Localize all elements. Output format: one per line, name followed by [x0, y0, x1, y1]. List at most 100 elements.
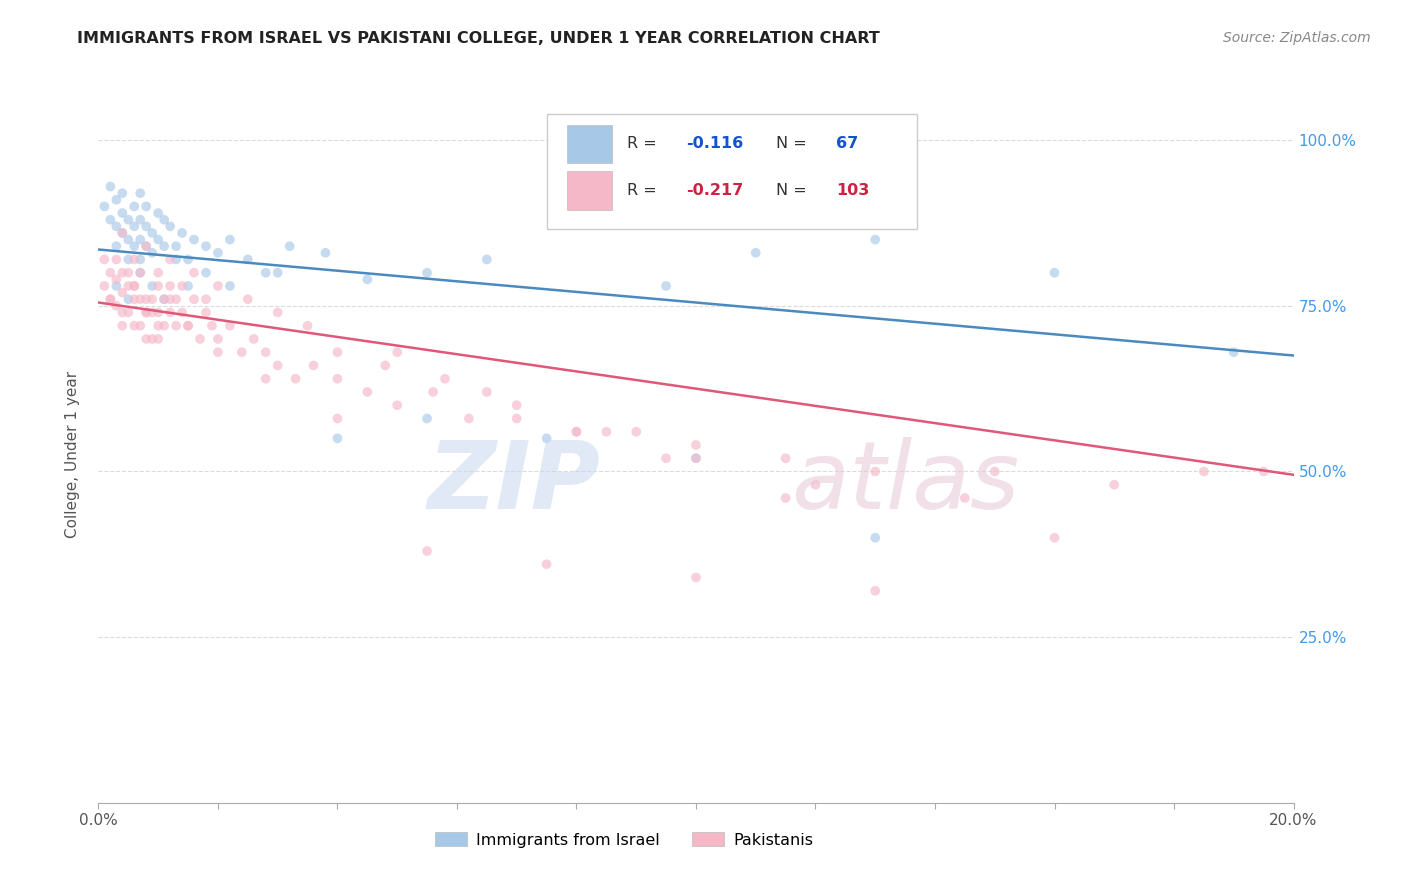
Point — [141, 226, 163, 240]
Point — [177, 279, 200, 293]
Point — [159, 252, 181, 267]
Point — [374, 359, 396, 373]
Point — [195, 305, 218, 319]
Point — [135, 292, 157, 306]
Point — [148, 318, 170, 333]
Point — [124, 318, 146, 333]
Point — [148, 206, 170, 220]
Point — [165, 239, 187, 253]
Point — [685, 570, 707, 584]
Point — [141, 332, 163, 346]
Point — [135, 239, 157, 253]
Point — [111, 305, 134, 319]
Point — [685, 451, 707, 466]
Point — [93, 252, 115, 267]
Point — [1223, 345, 1246, 359]
Point — [172, 226, 194, 240]
Point — [953, 491, 976, 505]
Point — [655, 279, 678, 293]
Point — [254, 345, 277, 359]
Point — [124, 219, 146, 234]
Point — [124, 252, 146, 267]
Point — [105, 193, 128, 207]
Point — [177, 318, 200, 333]
Point — [98, 292, 122, 306]
Point — [129, 186, 152, 201]
Point — [267, 359, 290, 373]
Text: R =: R = — [627, 183, 662, 198]
Point — [804, 477, 827, 491]
Text: -0.116: -0.116 — [686, 136, 744, 152]
Point — [165, 292, 187, 306]
Point — [416, 266, 439, 280]
Point — [1043, 266, 1066, 280]
Point — [626, 425, 648, 439]
Point — [385, 345, 409, 359]
Point — [565, 425, 588, 439]
Point — [595, 425, 617, 439]
Point — [129, 252, 152, 267]
Point — [326, 345, 349, 359]
Point — [236, 292, 259, 306]
Point — [148, 332, 170, 346]
Point — [105, 299, 128, 313]
Point — [111, 186, 134, 201]
Point — [124, 279, 146, 293]
Point — [865, 465, 887, 479]
Point — [148, 266, 170, 280]
Point — [183, 266, 205, 280]
Text: N =: N = — [776, 136, 811, 152]
Point — [135, 239, 157, 253]
Point — [172, 305, 194, 319]
Point — [93, 279, 115, 293]
Point — [148, 279, 170, 293]
Point — [153, 292, 176, 306]
Point — [302, 359, 325, 373]
Point — [159, 219, 181, 234]
Point — [775, 451, 797, 466]
Point — [775, 491, 797, 505]
Point — [117, 252, 139, 267]
Point — [475, 252, 498, 267]
Point — [148, 305, 170, 319]
Point — [135, 332, 157, 346]
Point — [536, 558, 558, 572]
Point — [243, 332, 266, 346]
Point — [111, 266, 134, 280]
Point — [141, 245, 163, 260]
Point — [135, 305, 157, 319]
Point — [254, 266, 277, 280]
Point — [159, 279, 181, 293]
Point — [219, 233, 242, 247]
Point — [207, 345, 229, 359]
Point — [475, 384, 498, 399]
Point — [685, 451, 707, 466]
Point — [865, 233, 887, 247]
Point — [111, 226, 134, 240]
Point — [129, 266, 152, 280]
Point — [129, 233, 152, 247]
Legend: Immigrants from Israel, Pakistanis: Immigrants from Israel, Pakistanis — [429, 826, 820, 854]
FancyBboxPatch shape — [567, 125, 613, 163]
Point — [385, 398, 409, 412]
Point — [416, 411, 439, 425]
Point — [422, 384, 444, 399]
Point — [117, 305, 139, 319]
Point — [183, 292, 205, 306]
Point — [98, 266, 122, 280]
Point — [326, 372, 349, 386]
Point — [135, 219, 157, 234]
Point — [356, 384, 378, 399]
Point — [219, 318, 242, 333]
Point — [745, 245, 768, 260]
Point — [416, 544, 439, 558]
Point — [236, 252, 259, 267]
Point — [565, 212, 588, 227]
Point — [129, 318, 152, 333]
Point — [655, 451, 678, 466]
Point — [207, 245, 229, 260]
Text: ZIP: ZIP — [427, 437, 600, 529]
Point — [278, 239, 301, 253]
Point — [201, 318, 224, 333]
Point — [111, 206, 134, 220]
